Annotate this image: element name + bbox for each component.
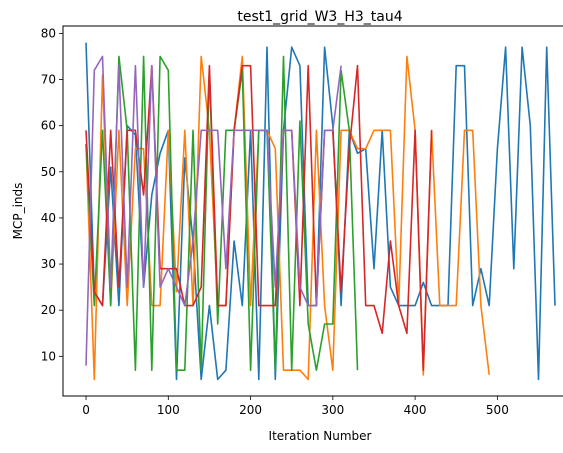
series-layer (85, 42, 556, 381)
y-tick-label: 60 (41, 119, 56, 133)
x-tick-label: 300 (321, 403, 344, 417)
y-tick-label: 80 (41, 26, 56, 40)
series-line-5 (85, 55, 342, 366)
series-line-4 (85, 64, 433, 372)
y-tick-label: 70 (41, 73, 56, 87)
x-axis: 0 100 200 300 400 500 (82, 396, 509, 417)
series-line-3 (85, 55, 359, 372)
x-tick-label: 100 (157, 403, 180, 417)
x-axis-label: Iteration Number (269, 429, 372, 443)
x-tick-label: 500 (486, 403, 509, 417)
y-axis-label: MCP_inds (11, 183, 25, 240)
y-tick-label: 50 (41, 165, 56, 179)
y-tick-label: 20 (41, 303, 56, 317)
y-tick-label: 40 (41, 211, 56, 225)
x-tick-label: 0 (82, 403, 90, 417)
x-tick-label: 400 (404, 403, 427, 417)
y-tick-label: 30 (41, 257, 56, 271)
chart-title: test1_grid_W3_H3_tau4 (237, 9, 402, 25)
plot-frame (62, 25, 563, 397)
x-tick-label: 200 (239, 403, 262, 417)
y-tick-label: 10 (41, 349, 56, 363)
series-line-1 (85, 42, 556, 381)
y-axis: 10 20 30 40 50 60 70 80 (41, 26, 63, 363)
